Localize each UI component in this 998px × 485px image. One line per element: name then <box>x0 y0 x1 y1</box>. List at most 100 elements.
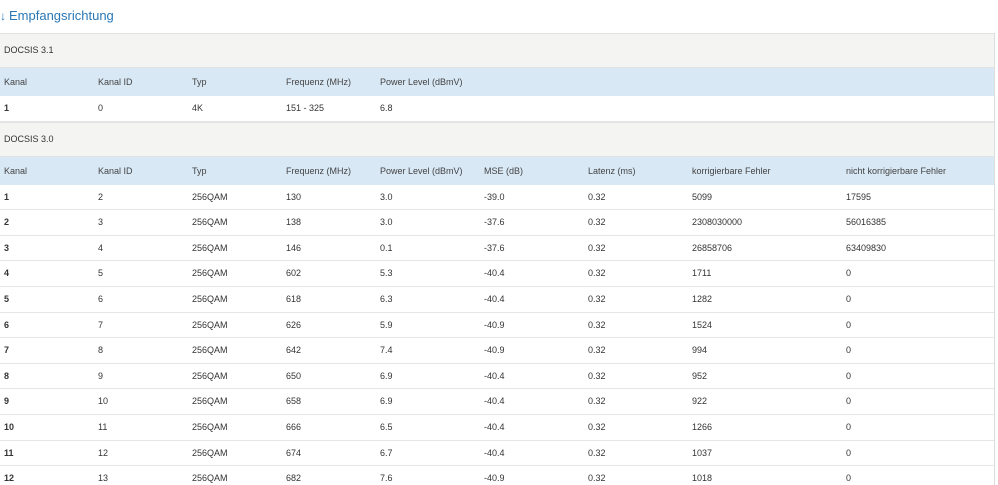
table-cell: 256QAM <box>192 191 228 202</box>
column-header: MSE (dB) <box>484 165 524 176</box>
table-cell: 0.32 <box>588 422 606 432</box>
table-cell: 26858706 <box>692 242 733 253</box>
table-cell: 922 <box>692 396 708 407</box>
section-label: DOCSIS 3.0 <box>4 133 54 144</box>
table-cell: -40.4 <box>484 294 505 304</box>
column-header: Kanal <box>4 165 28 176</box>
table-row: 6 7 256QAM 626 5.9 -40.9 0.32 1524 0 <box>0 313 994 339</box>
table-cell: 7 <box>4 345 10 356</box>
table-cell: -40.4 <box>484 370 505 381</box>
table-cell: 1 <box>4 191 10 202</box>
table-cell: 0 <box>846 396 852 407</box>
table-cell: 2308030000 <box>692 217 743 228</box>
table-cell: 151 - 325 <box>286 103 325 113</box>
table-cell: 256QAM <box>192 473 228 484</box>
table-cell: 5099 <box>692 191 713 202</box>
table-row: 9 10 256QAM 658 6.9 -40.4 0.32 922 0 <box>0 389 994 415</box>
table-row: 1 0 4K 151 - 325 6.8 <box>0 96 994 122</box>
table-cell: 63409830 <box>846 242 887 253</box>
table-cell: 6 <box>98 294 104 304</box>
table-cell: 10 <box>4 422 15 432</box>
table-row: 12 13 256QAM 682 7.6 -40.9 0.32 1018 0 <box>0 466 994 485</box>
table-cell: 0.1 <box>380 242 393 253</box>
table-cell: 0.32 <box>588 294 606 304</box>
table-row: 1 2 256QAM 130 3.0 -39.0 0.32 5099 17595 <box>0 185 994 211</box>
table-cell: 12 <box>4 473 15 484</box>
table-cell: 1037 <box>692 447 713 458</box>
column-header: Latenz (ms) <box>588 165 636 176</box>
table-cell: 5 <box>4 294 10 304</box>
table-cell: 5 <box>98 268 104 279</box>
column-header: nicht korrigierbare Fehler <box>846 165 947 176</box>
table-edge <box>994 33 995 485</box>
table-cell: 12 <box>98 447 109 458</box>
table-cell: -40.9 <box>484 345 505 356</box>
column-header: korrigierbare Fehler <box>692 165 771 176</box>
table-cell: -37.6 <box>484 242 505 253</box>
table-cell: 0.32 <box>588 319 606 330</box>
table-cell: 1266 <box>692 422 713 432</box>
table-cell: 6.5 <box>380 422 393 432</box>
table-cell: 0.32 <box>588 191 606 202</box>
table-cell: 0 <box>846 294 852 304</box>
table-cell: 256QAM <box>192 268 228 279</box>
table-cell: 0.32 <box>588 217 606 228</box>
table-cell: 0 <box>846 447 852 458</box>
table-cell: 0 <box>846 345 852 356</box>
table-row: 10 11 256QAM 666 6.5 -40.4 0.32 1266 0 <box>0 415 994 441</box>
table-row: 4 5 256QAM 602 5.3 -40.4 0.32 1711 0 <box>0 261 994 287</box>
table-cell: 6.7 <box>380 447 393 458</box>
column-header: Power Level (dBmV) <box>380 165 463 176</box>
table-cell: 17595 <box>846 191 872 202</box>
table-cell: 0 <box>846 422 852 432</box>
table-row: 7 8 256QAM 642 7.4 -40.9 0.32 994 0 <box>0 338 994 364</box>
table-cell: 256QAM <box>192 447 228 458</box>
section-bar: DOCSIS 3.1 <box>0 33 994 68</box>
table-cell: 256QAM <box>192 217 228 228</box>
table-cell: 1018 <box>692 473 713 484</box>
table-cell: 7.6 <box>380 473 393 484</box>
table-cell: 5.3 <box>380 268 393 279</box>
table-cell: 13 <box>98 473 109 484</box>
table-cell: -40.9 <box>484 473 505 484</box>
table-cell: 0.32 <box>588 268 606 279</box>
table-cell: 6.8 <box>380 103 393 113</box>
table-cell: 138 <box>286 217 302 228</box>
section-title[interactable]: ↓ Empfangsrichtung <box>0 6 114 26</box>
collapse-icon[interactable]: ↓ <box>0 9 6 23</box>
table-cell: 2 <box>98 191 104 202</box>
table-cell: 1282 <box>692 294 713 304</box>
table-cell: 256QAM <box>192 370 228 381</box>
column-header: Typ <box>192 77 207 87</box>
table-cell: 4 <box>4 268 10 279</box>
table-cell: 674 <box>286 447 302 458</box>
table-cell: 1711 <box>692 268 712 279</box>
table-cell: 994 <box>692 345 708 356</box>
column-header-row: Kanal Kanal ID Typ Frequenz (MHz) Power Leve… <box>0 68 994 96</box>
table-cell: 7 <box>98 319 104 330</box>
column-header: Typ <box>192 165 207 176</box>
table-cell: -40.4 <box>484 268 505 279</box>
table-cell: 1524 <box>692 319 713 330</box>
column-header: Kanal ID <box>98 165 133 176</box>
table-row: 2 3 256QAM 138 3.0 -37.6 0.32 2308030000 5601638… <box>0 210 994 236</box>
table-cell: -40.4 <box>484 447 505 458</box>
table-row: 5 6 256QAM 618 6.3 -40.4 0.32 1282 0 <box>0 287 994 313</box>
table-cell: 0 <box>846 268 852 279</box>
table-cell: 0.32 <box>588 447 606 458</box>
table-cell: 6.3 <box>380 294 393 304</box>
table-cell: 0 <box>846 473 852 484</box>
table-cell: -40.4 <box>484 422 505 432</box>
table-cell: 256QAM <box>192 319 228 330</box>
table-cell: 626 <box>286 319 302 330</box>
table-cell: 11 <box>98 422 108 432</box>
table-cell: -40.4 <box>484 396 505 407</box>
table-cell: -39.0 <box>484 191 505 202</box>
table-cell: 6.9 <box>380 396 393 407</box>
column-header: Kanal <box>4 77 28 87</box>
table-cell: 7.4 <box>380 345 393 356</box>
column-header-row: Kanal Kanal ID Typ Frequenz (MHz) Power Leve… <box>0 156 994 185</box>
table-cell: 666 <box>286 422 302 432</box>
table-cell: 9 <box>98 370 104 381</box>
